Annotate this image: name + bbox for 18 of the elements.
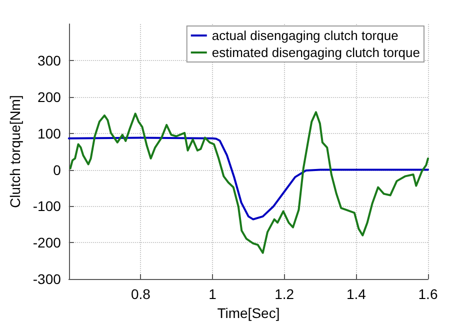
y-tick-label: -300 <box>32 271 62 288</box>
y-tick-label: 0 <box>53 162 62 178</box>
x-tick-label: 1.4 <box>346 286 366 302</box>
y-tick-label: 100 <box>38 125 62 142</box>
x-tick-label: 0.8 <box>131 286 151 302</box>
legend-label: actual disengaging clutch torque <box>212 28 398 43</box>
legend-label: estimated disengaging clutch torque <box>212 45 420 60</box>
line-series <box>69 111 429 254</box>
x-tick-label: 1.6 <box>418 286 438 302</box>
x-tick-label: 1 <box>208 286 217 302</box>
y-tick-label: -200 <box>32 234 62 251</box>
y-tick-label: 200 <box>38 88 62 105</box>
x-axis-title: Time[Sec] <box>217 305 280 321</box>
line-series <box>68 136 429 220</box>
x-tick-label: 1.2 <box>274 286 294 302</box>
y-tick-label: -100 <box>32 198 62 214</box>
y-tick-label: 300 <box>38 52 62 68</box>
y-axis-title: Clutch torque[Nm] <box>7 95 23 208</box>
